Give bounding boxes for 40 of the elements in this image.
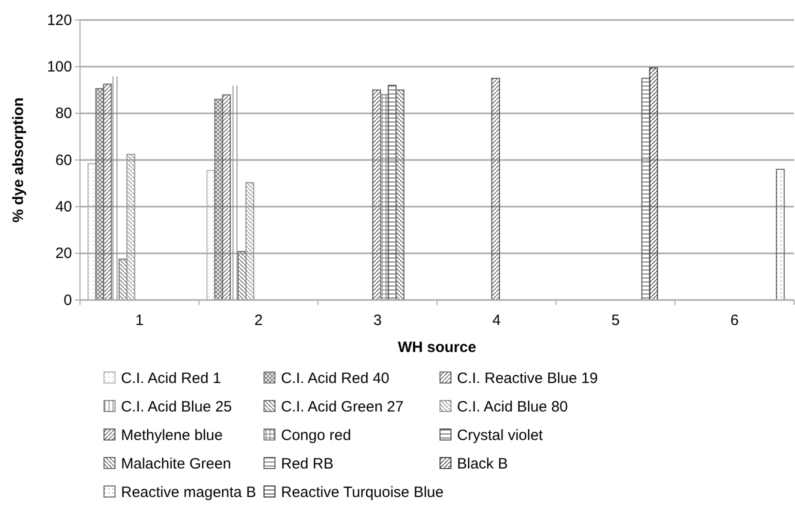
bar bbox=[245, 182, 254, 300]
legend-label: Congo red bbox=[281, 427, 352, 444]
bar bbox=[396, 90, 404, 300]
x-axis-title: WH source bbox=[398, 339, 476, 356]
y-tick-label: 100 bbox=[46, 58, 72, 76]
legend-label: Reactive Turquoise Blue bbox=[281, 484, 444, 501]
legend-label: Malachite Green bbox=[121, 456, 232, 472]
legend-label: Reactive magenta B bbox=[121, 484, 256, 501]
y-tick-label: 20 bbox=[55, 245, 72, 262]
x-tick-label: 6 bbox=[730, 312, 739, 329]
bar bbox=[776, 168, 785, 300]
bar bbox=[126, 154, 136, 300]
bar bbox=[372, 90, 381, 300]
x-tick-label: 3 bbox=[373, 312, 382, 329]
bar bbox=[222, 94, 231, 300]
bar bbox=[103, 84, 112, 300]
legend-label: Crystal violet bbox=[457, 427, 544, 444]
x-tick-label: 4 bbox=[492, 312, 501, 329]
y-axis-title: % dye absorption bbox=[10, 97, 27, 223]
legend-label: C.I. Acid Blue 25 bbox=[121, 398, 232, 416]
legend-label: Methylene blue bbox=[121, 427, 223, 444]
legend-label: C.I. Acid Red 40 bbox=[281, 370, 390, 387]
x-tick-label: 2 bbox=[254, 312, 263, 329]
bar bbox=[380, 94, 389, 300]
x-tick-label: 1 bbox=[135, 312, 144, 329]
y-tick-label: 0 bbox=[64, 292, 72, 309]
bar bbox=[111, 76, 120, 300]
legend-label: C.I. Reactive Blue 19 bbox=[457, 370, 598, 387]
y-tick-label: 80 bbox=[55, 105, 72, 122]
y-tick-label: 120 bbox=[46, 12, 72, 29]
legend-label: Red RB bbox=[281, 456, 334, 472]
legend-label: C.I. Acid Green 27 bbox=[281, 398, 404, 416]
legend-label: C.I. Acid Red 1 bbox=[121, 370, 222, 387]
x-tick-label: 5 bbox=[611, 312, 620, 329]
legend-label: C.I. Acid Blue 80 bbox=[457, 398, 568, 416]
bar bbox=[649, 67, 658, 300]
y-tick-label: 40 bbox=[55, 198, 72, 216]
bar bbox=[491, 78, 500, 300]
legend-label: Black B bbox=[457, 456, 508, 472]
y-tick-label: 60 bbox=[55, 152, 72, 169]
